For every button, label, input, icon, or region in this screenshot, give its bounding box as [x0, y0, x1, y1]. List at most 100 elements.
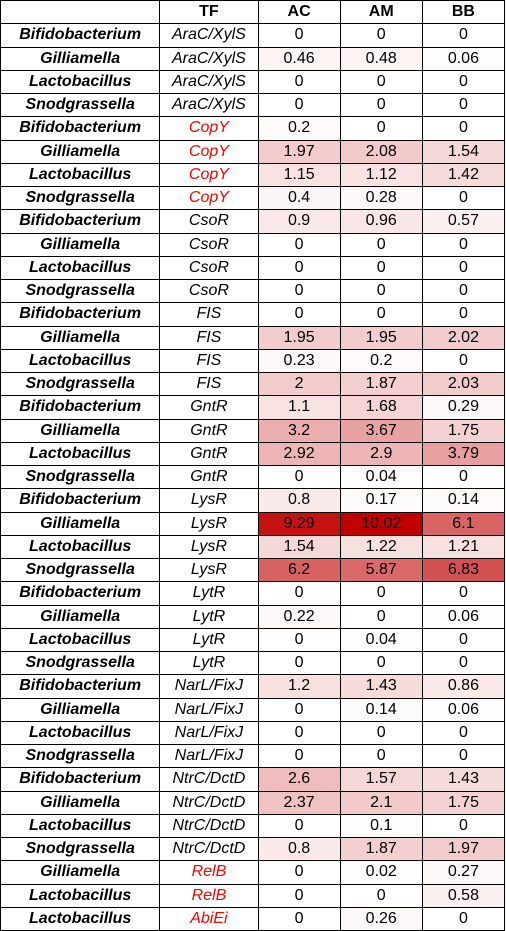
genus-cell: Gilliamella — [1, 861, 160, 884]
tf-cell: NtrC/DctD — [160, 814, 258, 837]
value-cell-bb: 1.97 — [422, 838, 504, 861]
value-cell-bb: 0 — [422, 466, 504, 489]
value-cell-bb: 0 — [422, 24, 504, 47]
genus-cell: Lactobacillus — [1, 884, 160, 907]
value-cell-bb: 2.02 — [422, 326, 504, 349]
genus-cell: Snodgrassella — [1, 466, 160, 489]
table-row: Bifidobacterium GntR 1.1 1.68 0.29 — [1, 396, 505, 419]
value-cell-ac: 0.9 — [258, 210, 340, 233]
genus-cell: Gilliamella — [1, 233, 160, 256]
tf-cell: NtrC/DctD — [160, 791, 258, 814]
tf-cell: GntR — [160, 419, 258, 442]
value-cell-am: 2.08 — [340, 140, 422, 163]
table-row: Lactobacillus LysR 1.54 1.22 1.21 — [1, 535, 505, 558]
genus-cell: Bifidobacterium — [1, 24, 160, 47]
table-row: Gilliamella LytR 0.22 0 0.06 — [1, 605, 505, 628]
value-cell-am: 0.04 — [340, 466, 422, 489]
value-cell-ac: 0.46 — [258, 47, 340, 70]
value-cell-am: 0.48 — [340, 47, 422, 70]
value-cell-am: 0.1 — [340, 814, 422, 837]
tf-cell: AraC/XylS — [160, 47, 258, 70]
tf-cell: FIS — [160, 349, 258, 372]
genus-cell: Lactobacillus — [1, 907, 160, 930]
tf-cell: RelB — [160, 861, 258, 884]
table-row: Gilliamella CopY 1.97 2.08 1.54 — [1, 140, 505, 163]
genus-cell: Lactobacillus — [1, 628, 160, 651]
table-row: Snodgrassella LysR 6.2 5.87 6.83 — [1, 559, 505, 582]
value-cell-ac: 1.1 — [258, 396, 340, 419]
table-row: Gilliamella LysR 9.29 10.02 6.1 — [1, 512, 505, 535]
value-cell-ac: 0 — [258, 698, 340, 721]
value-cell-ac: 0 — [258, 907, 340, 930]
genus-cell: Snodgrassella — [1, 187, 160, 210]
value-cell-bb: 1.21 — [422, 535, 504, 558]
value-cell-am: 0.96 — [340, 210, 422, 233]
tf-cell: CsoR — [160, 233, 258, 256]
header-tf: TF — [160, 1, 258, 24]
value-cell-am: 1.87 — [340, 373, 422, 396]
table-row: Snodgrassella CsoR 0 0 0 — [1, 280, 505, 303]
table-row: Bifidobacterium LysR 0.8 0.17 0.14 — [1, 489, 505, 512]
tf-cell: FIS — [160, 303, 258, 326]
value-cell-am: 0 — [340, 303, 422, 326]
table-row: Snodgrassella GntR 0 0.04 0 — [1, 466, 505, 489]
value-cell-ac: 2.6 — [258, 768, 340, 791]
tf-cell: CsoR — [160, 280, 258, 303]
value-cell-ac: 1.97 — [258, 140, 340, 163]
value-cell-am: 0 — [340, 605, 422, 628]
value-cell-bb: 0.06 — [422, 698, 504, 721]
value-cell-ac: 0.8 — [258, 838, 340, 861]
value-cell-am: 0 — [340, 280, 422, 303]
genus-cell: Lactobacillus — [1, 814, 160, 837]
value-cell-ac: 2.37 — [258, 791, 340, 814]
genus-cell: Lactobacillus — [1, 163, 160, 186]
table-row: Lactobacillus AbiEi 0 0.26 0 — [1, 907, 505, 930]
tf-cell: LysR — [160, 489, 258, 512]
table-row: Snodgrassella LytR 0 0 0 — [1, 652, 505, 675]
value-cell-ac: 0.23 — [258, 349, 340, 372]
value-cell-ac: 0 — [258, 721, 340, 744]
tf-cell: CsoR — [160, 256, 258, 279]
tf-cell: LytR — [160, 605, 258, 628]
header-am: AM — [340, 1, 422, 24]
heatmap-body: Bifidobacterium AraC/XylS 0 0 0 Gilliamella Ar… — [1, 24, 505, 931]
table-row: Gilliamella AraC/XylS 0.46 0.48 0.06 — [1, 47, 505, 70]
tf-cell: CopY — [160, 140, 258, 163]
table-row: Gilliamella FIS 1.95 1.95 2.02 — [1, 326, 505, 349]
value-cell-bb: 0.14 — [422, 489, 504, 512]
value-cell-am: 0 — [340, 721, 422, 744]
genus-cell: Bifidobacterium — [1, 303, 160, 326]
value-cell-bb: 1.43 — [422, 768, 504, 791]
table-row: Lactobacillus GntR 2.92 2.9 3.79 — [1, 442, 505, 465]
tf-cell: GntR — [160, 396, 258, 419]
value-cell-bb: 0 — [422, 907, 504, 930]
value-cell-am: 0 — [340, 652, 422, 675]
table-row: Gilliamella NarL/FixJ 0 0.14 0.06 — [1, 698, 505, 721]
value-cell-bb: 0.29 — [422, 396, 504, 419]
value-cell-ac: 1.15 — [258, 163, 340, 186]
value-cell-am: 1.43 — [340, 675, 422, 698]
value-cell-am: 0.04 — [340, 628, 422, 651]
value-cell-am: 0.14 — [340, 698, 422, 721]
value-cell-ac: 9.29 — [258, 512, 340, 535]
value-cell-bb: 0 — [422, 628, 504, 651]
value-cell-ac: 0 — [258, 814, 340, 837]
value-cell-bb: 6.1 — [422, 512, 504, 535]
value-cell-ac: 1.95 — [258, 326, 340, 349]
genus-cell: Snodgrassella — [1, 94, 160, 117]
table-row: Bifidobacterium AraC/XylS 0 0 0 — [1, 24, 505, 47]
table-row: Bifidobacterium NtrC/DctD 2.6 1.57 1.43 — [1, 768, 505, 791]
value-cell-ac: 2.92 — [258, 442, 340, 465]
value-cell-am: 0 — [340, 24, 422, 47]
tf-cell: AraC/XylS — [160, 94, 258, 117]
table-row: Gilliamella NtrC/DctD 2.37 2.1 1.75 — [1, 791, 505, 814]
value-cell-ac: 0 — [258, 70, 340, 93]
genus-cell: Snodgrassella — [1, 559, 160, 582]
value-cell-ac: 6.2 — [258, 559, 340, 582]
value-cell-bb: 0.06 — [422, 47, 504, 70]
genus-cell: Bifidobacterium — [1, 210, 160, 233]
value-cell-bb: 0 — [422, 745, 504, 768]
tf-cell: CsoR — [160, 210, 258, 233]
value-cell-am: 0.28 — [340, 187, 422, 210]
genus-cell: Gilliamella — [1, 791, 160, 814]
